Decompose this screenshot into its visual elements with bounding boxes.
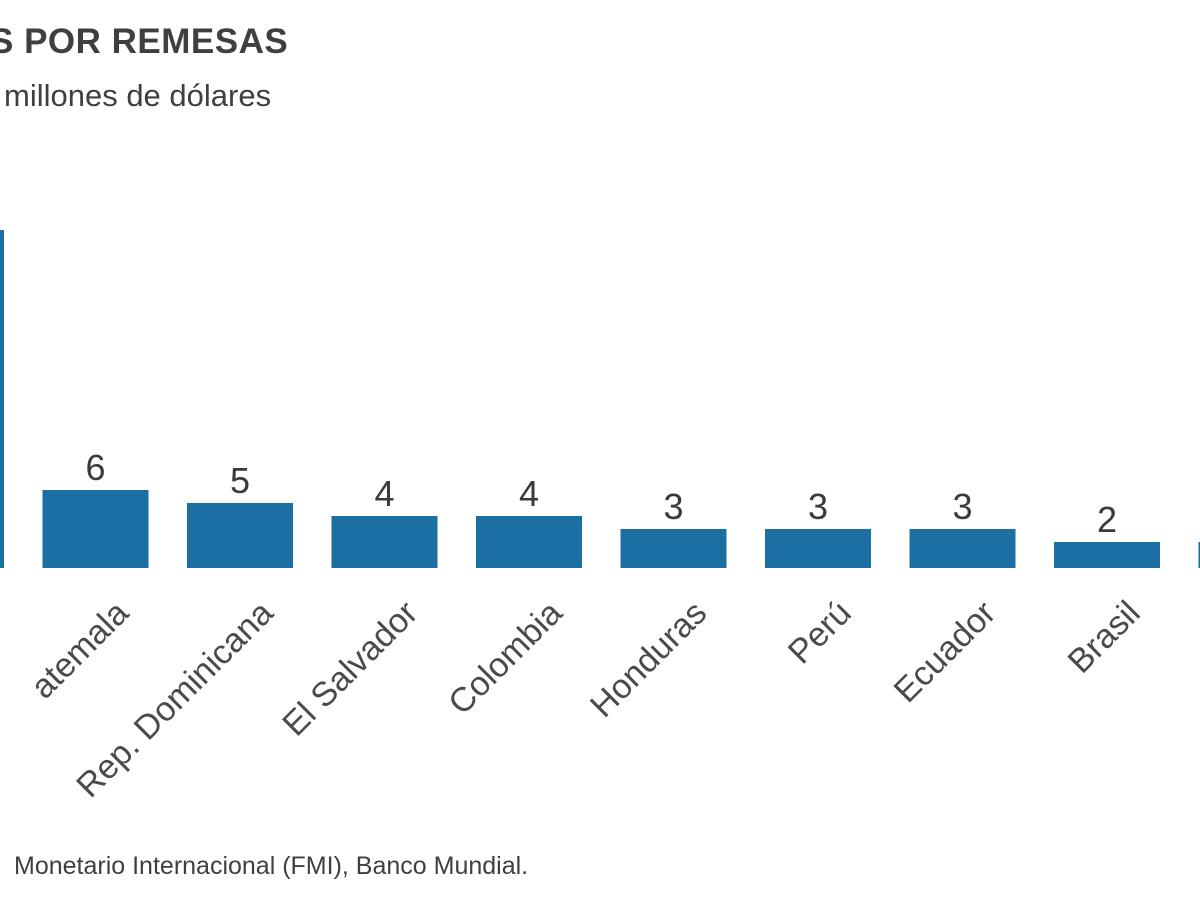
category-label-2: atemala (24, 594, 136, 706)
bar-9 (1054, 542, 1160, 568)
bar-7 (765, 529, 871, 568)
bar-value-label-7: 3 (808, 486, 828, 527)
bar-2 (42, 490, 149, 568)
bar-6 (620, 529, 727, 568)
bar-value-label-2: 6 (85, 447, 105, 488)
bar-3 (187, 503, 293, 568)
category-label-6: Honduras (583, 594, 714, 725)
bar-value-label-9: 2 (1097, 499, 1117, 540)
category-label-9: Brasil (1061, 594, 1148, 681)
bar-1 (0, 230, 4, 568)
bar-8 (909, 529, 1016, 568)
bar-value-label-4: 4 (374, 473, 394, 514)
bar-10 (1198, 542, 1200, 568)
category-label-8: Ecuador (887, 594, 1003, 710)
bar-4 (331, 516, 438, 568)
bar-5 (476, 516, 582, 568)
bar-value-label-8: 3 (952, 486, 972, 527)
bar-value-label-6: 3 (663, 486, 683, 527)
chart-title: S POR REMESAS (0, 22, 289, 61)
chart-source: Monetario Internacional (FMI), Banco Mun… (14, 852, 529, 880)
chart-subtitle: millones de dólares (4, 78, 272, 113)
category-label-4: El Salvador (275, 594, 425, 744)
bar-value-label-5: 4 (519, 473, 539, 514)
category-label-7: Perú (781, 594, 859, 672)
category-label-5: Colombia (441, 594, 569, 722)
bar-value-label-3: 5 (230, 460, 250, 501)
